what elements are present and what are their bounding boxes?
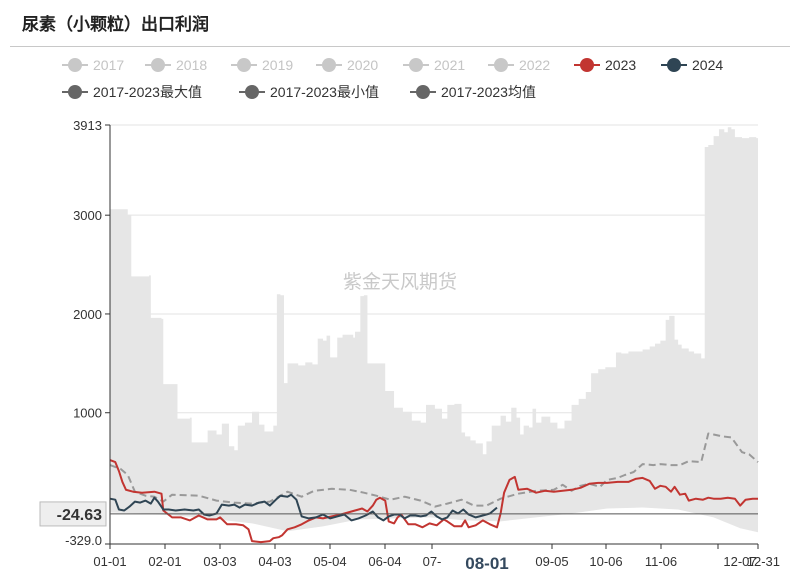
watermark: 紫金天风期货 (343, 271, 457, 293)
legend-item-6[interactable]: 2023 (574, 56, 636, 74)
legend-label: 2024 (692, 57, 724, 73)
legend-item-5[interactable]: 2022 (488, 56, 550, 74)
legend-marker-icon (574, 58, 600, 72)
y-tick-label: 1000 (73, 406, 102, 421)
y-tick-label: -329.0 (65, 533, 102, 548)
x-tick-label: 03-03 (203, 554, 236, 569)
legend-label: 2017-2023最大值 (93, 84, 202, 100)
legend-item-4[interactable]: 2021 (403, 56, 465, 74)
legend-label: 2017-2023均值 (441, 84, 536, 100)
legend-label: 2021 (434, 57, 466, 73)
x-tick-label: 05-04 (313, 554, 346, 569)
legend-item-10[interactable]: 2017-2023均值 (410, 83, 536, 101)
legend-marker-icon (62, 58, 88, 72)
legend-marker-icon (239, 85, 265, 99)
legend-label: 2018 (176, 57, 208, 73)
x-tick-label: 09-05 (535, 554, 568, 569)
series-line-2017-2023均值 (109, 432, 759, 508)
legend-label: 2017 (93, 57, 125, 73)
x-tick-label: 11-06 (645, 554, 677, 569)
legend-marker-icon (410, 85, 436, 99)
legend-label: 2017-2023最小值 (270, 84, 379, 100)
x-tick-label: 12-07 (723, 554, 756, 569)
pointer-x-label: 08-01 (465, 554, 508, 573)
legend-item-0[interactable]: 2017 (62, 56, 124, 74)
legend: 2017 2018 2019 2020 2021 2022 2023 2024 2017-202… (0, 0, 802, 110)
legend-marker-icon (403, 58, 429, 72)
legend-item-3[interactable]: 2020 (316, 56, 378, 74)
series-lines (109, 432, 759, 544)
axes: 3913 3000 2000 1000 -329.0 01-01 02-01 03-03 04-… (65, 118, 780, 569)
legend-item-2[interactable]: 2019 (231, 56, 293, 74)
x-tick-label: 07- (423, 554, 442, 569)
x-tick-label: 10-06 (589, 554, 622, 569)
legend-marker-icon (231, 58, 257, 72)
legend-marker-icon (488, 58, 514, 72)
max-min-band (110, 127, 758, 533)
legend-label: 2022 (519, 57, 551, 73)
x-tick-label: 06-04 (368, 554, 401, 569)
chart-title: 尿素（小颗粒）出口利润 (22, 15, 209, 35)
series-line-2024 (109, 493, 498, 522)
y-tick-label: 2000 (73, 307, 102, 322)
x-tick-label: 04-03 (258, 554, 291, 569)
x-tick-label: 12-31 (747, 554, 780, 569)
legend-label: 2020 (347, 57, 379, 73)
title-divider (10, 46, 790, 47)
series-line-2023 (109, 459, 758, 544)
legend-item-8[interactable]: 2017-2023最大值 (62, 83, 202, 101)
legend-marker-icon (145, 58, 171, 72)
legend-marker-icon (661, 58, 687, 72)
legend-label: 2019 (262, 57, 294, 73)
x-tick-label: 01-01 (93, 554, 126, 569)
axis-pointer: -24.63 08-01 (39, 501, 758, 573)
band-area (110, 127, 758, 533)
pointer-y-label: -24.63 (57, 507, 102, 524)
legend-item-9[interactable]: 2017-2023最小值 (239, 83, 379, 101)
legend-marker-icon (62, 85, 88, 99)
x-tick-label: 02-01 (148, 554, 181, 569)
y-tick-label: 3000 (73, 208, 102, 223)
legend-item-7[interactable]: 2024 (661, 56, 723, 74)
y-tick-label: 3913 (73, 118, 102, 133)
pointer-y-box (39, 501, 107, 527)
legend-label: 2023 (605, 57, 637, 73)
legend-item-1[interactable]: 2018 (145, 56, 207, 74)
legend-marker-icon (316, 58, 342, 72)
